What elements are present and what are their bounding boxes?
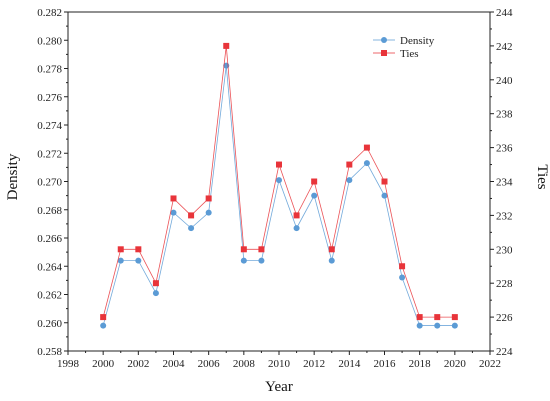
density-point: [434, 322, 441, 329]
x-axis-title: Year: [265, 379, 293, 395]
density-point: [100, 322, 107, 329]
ties-point: [188, 212, 195, 219]
ties-point: [276, 161, 282, 168]
ties-point: [170, 195, 177, 202]
density-point: [117, 257, 124, 264]
y-left-tick-label: 0.268: [37, 205, 62, 217]
y-right-tick-label: 228: [496, 278, 513, 290]
y-left-tick-label: 0.258: [37, 346, 62, 358]
ties-point: [117, 246, 124, 253]
ties-point: [328, 246, 335, 253]
ties-point: [363, 144, 370, 151]
y-right-tick-label: 242: [496, 41, 513, 53]
density-point: [399, 274, 406, 281]
density-line: [102, 65, 455, 326]
y-left-tick-label: 0.280: [37, 35, 62, 47]
legend-ties-marker: [381, 50, 387, 56]
ties-point: [152, 280, 159, 287]
x-tick-label: 2010: [268, 358, 291, 370]
density-point: [135, 257, 142, 264]
legend-ties-label: Ties: [400, 48, 419, 60]
y-left-tick-label: 0.274: [37, 120, 62, 132]
y-left-tick-label: 0.264: [37, 261, 62, 273]
x-tick-label: 2006: [198, 358, 221, 370]
x-tick-label: 2014: [338, 358, 361, 370]
density-point: [170, 209, 177, 216]
x-tick-label: 2000: [92, 358, 115, 370]
x-tick-label: 2022: [479, 358, 501, 370]
ties-point: [240, 246, 247, 253]
ties-point: [451, 314, 458, 321]
y-left-tick-label: 0.266: [37, 233, 62, 245]
density-point: [293, 225, 300, 232]
series-ties: [100, 42, 458, 321]
y-right-tick-label: 238: [496, 109, 513, 121]
y-left-tick-label: 0.282: [37, 7, 62, 19]
y-axis-right-title: Ties: [534, 164, 550, 189]
x-tick-label: 2016: [374, 358, 397, 370]
ties-point: [205, 195, 212, 202]
ties-point: [434, 314, 441, 321]
density-point: [416, 322, 423, 329]
ties-point: [346, 161, 353, 168]
density-point: [311, 192, 318, 199]
ties-point: [311, 178, 318, 185]
ties-point: [399, 263, 406, 270]
y-right-tick-label: 226: [496, 312, 513, 324]
legend-density-marker: [381, 37, 387, 43]
ties-point: [258, 246, 265, 253]
ties-point: [223, 42, 230, 49]
y-left-tick-label: 0.262: [37, 290, 62, 302]
y-left-tick-label: 0.276: [37, 92, 62, 104]
density-point: [240, 257, 247, 264]
x-tick-label: 2020: [444, 358, 467, 370]
x-tick-label: 2008: [233, 358, 256, 370]
ties-point: [416, 314, 423, 321]
density-point: [363, 160, 370, 167]
y-left-tick-label: 0.278: [37, 64, 62, 76]
density-point: [188, 225, 195, 232]
density-point: [451, 322, 458, 329]
y-left-tick-label: 0.272: [37, 148, 62, 160]
x-tick-label: 2012: [303, 358, 325, 370]
y-right-tick-label: 236: [496, 143, 513, 155]
ties-point: [381, 178, 388, 185]
series-density: [100, 62, 458, 329]
x-tick-label: 2018: [409, 358, 432, 370]
ties-point: [135, 246, 142, 253]
y-left-tick-label: 0.270: [37, 177, 62, 189]
y-right-tick-label: 234: [496, 177, 513, 189]
legend-density-label: Density: [400, 35, 435, 47]
series-layer: [100, 42, 458, 329]
density-point: [276, 177, 282, 184]
density-point: [346, 177, 353, 184]
y-right-tick-label: 230: [496, 244, 513, 256]
density-point: [258, 257, 265, 264]
y-right-tick-label: 244: [496, 7, 513, 19]
x-tick-label: 2004: [163, 358, 186, 370]
density-point: [328, 257, 335, 264]
y-axis-left-title: Density: [5, 153, 21, 200]
y-right-tick-label: 224: [496, 346, 513, 358]
x-tick-label: 1998: [57, 358, 80, 370]
ties-point: [100, 314, 107, 321]
ties-point: [293, 212, 300, 219]
density-point: [205, 209, 212, 216]
axes: 1998 2000 2002 2004 2006 2008 2010 2012 2014 2016…: [37, 7, 513, 370]
y-right-tick-label: 240: [496, 75, 513, 87]
density-point: [381, 192, 388, 199]
y-right-tick-label: 232: [496, 210, 513, 222]
x-tick-label: 2002: [127, 358, 149, 370]
density-point: [152, 290, 159, 297]
y-left-tick-label: 0.260: [37, 318, 62, 330]
